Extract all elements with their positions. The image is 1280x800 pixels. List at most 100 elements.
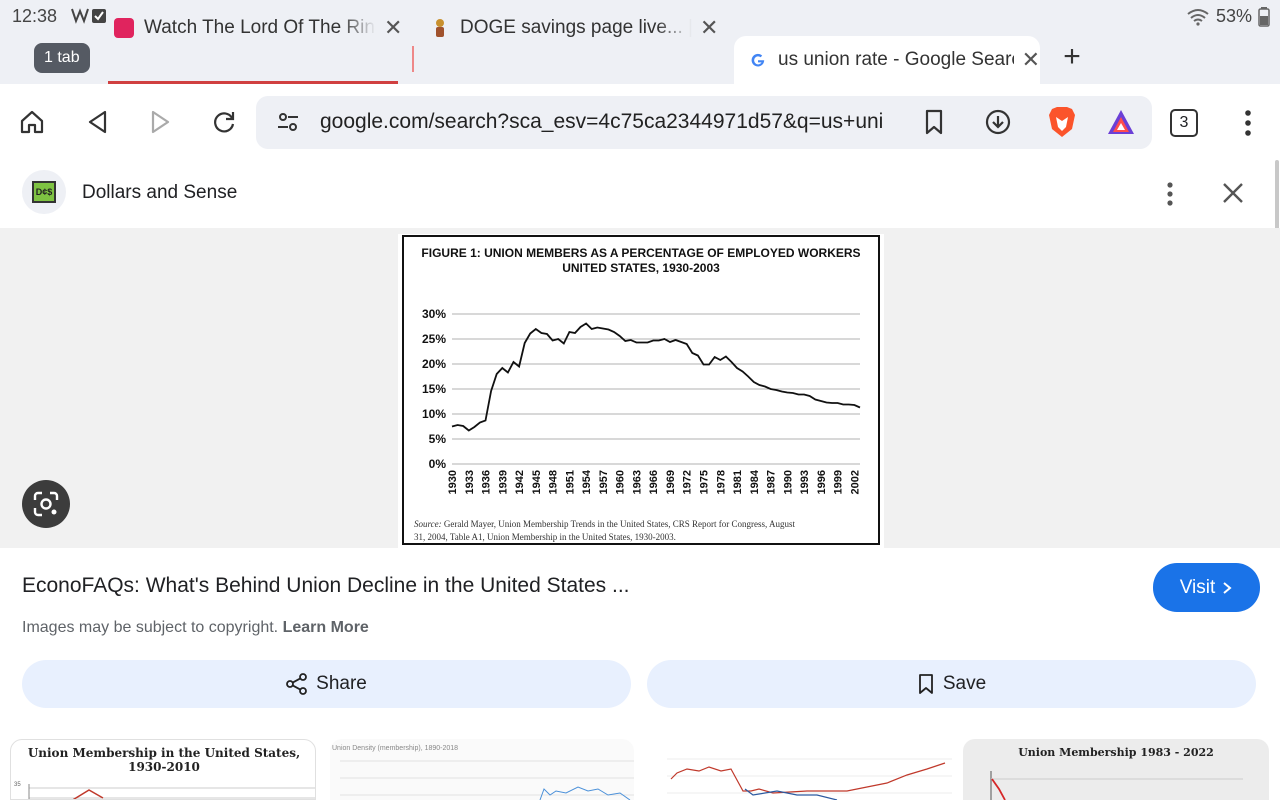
reload-icon[interactable]: [208, 106, 240, 138]
source-name[interactable]: Dollars and Sense: [82, 182, 238, 203]
x-tick-label: 1948: [548, 470, 560, 494]
y-tick-label: 5%: [429, 432, 447, 446]
source-logo-mark: D¢$: [32, 181, 56, 203]
y-tick-label: 25%: [422, 332, 446, 346]
lens-icon: [33, 491, 59, 517]
copyright-notice: Images may be subject to copyright. Lear…: [22, 619, 369, 637]
x-tick-label: 1939: [497, 470, 509, 494]
status-right: 53%: [1186, 6, 1270, 27]
figure-frame: [402, 235, 880, 545]
y-tick-label: 15%: [422, 382, 446, 396]
address-bar[interactable]: google.com/search?sca_esv=4c75ca2344971d…: [256, 96, 1152, 149]
related-image-3[interactable]: [647, 739, 952, 800]
x-tick-label: 1963: [631, 470, 643, 494]
tab-switcher-button[interactable]: 3: [1170, 109, 1198, 137]
download-icon[interactable]: [984, 108, 1012, 141]
close-tab-icon[interactable]: ✕: [700, 15, 719, 40]
figure-title-line2: UNITED STATES, 1930-2003: [562, 261, 720, 275]
figure-source-line1: Source: Gerald Mayer, Union Membership T…: [414, 519, 796, 529]
related-image-title: Union Membership in the United States, 1…: [11, 746, 315, 774]
figure-source-text: Gerald Mayer, Union Membership Trends in…: [442, 519, 796, 529]
visit-button[interactable]: Visit: [1153, 563, 1260, 612]
share-button[interactable]: Share: [22, 660, 631, 708]
x-tick-label: 1930: [447, 470, 459, 494]
tab-group-count-button[interactable]: 1 tab: [34, 43, 90, 73]
x-tick-label: 1996: [816, 470, 828, 494]
save-label: Save: [942, 673, 987, 694]
x-tick-label: 1951: [564, 470, 576, 494]
chevron-right-icon: [1223, 581, 1232, 594]
y-tick-label: 10%: [422, 407, 446, 421]
related-chart-thumbnail: [667, 758, 952, 800]
new-tab-button[interactable]: +: [1063, 40, 1081, 73]
chart-grid: [452, 313, 860, 465]
related-image-title: Union Membership 1983 - 2022: [1018, 746, 1214, 759]
related-image-1[interactable]: Union Membership in the United States, 1…: [10, 739, 316, 800]
x-tick-label: 1999: [833, 470, 845, 494]
x-tick-label: 1990: [782, 470, 794, 494]
tab-google-search-active[interactable]: us union rate - Google Search ✕: [734, 36, 1040, 84]
more-options-icon[interactable]: [1160, 180, 1180, 215]
image-preview-area: FIGURE 1: UNION MEMBERS AS A PERCENTAGE …: [0, 228, 1280, 548]
tab-doge[interactable]: DOGE savings page live... | Cu ✕: [430, 6, 720, 50]
notification-icons: [70, 5, 110, 32]
home-icon[interactable]: [16, 106, 48, 138]
tab-separator: [412, 46, 414, 72]
x-tick-label: 1969: [665, 470, 677, 494]
browser-toolbar: google.com/search?sca_esv=4c75ca2344971d…: [0, 84, 1280, 162]
copyright-text: Images may be subject to copyright.: [22, 619, 279, 636]
back-icon[interactable]: [82, 106, 114, 138]
save-button[interactable]: Save: [647, 660, 1256, 708]
related-title-line1: Union Membership in the United States,: [27, 746, 301, 760]
close-tab-icon[interactable]: ✕: [1021, 47, 1040, 72]
related-chart-thumbnail: 35: [14, 782, 315, 799]
figure-image[interactable]: FIGURE 1: UNION MEMBERS AS A PERCENTAGE …: [398, 234, 884, 548]
x-axis-ticks: 1930 1933 1936 1939 1942 1945 1948 1951 1954 1957…: [447, 469, 861, 494]
x-tick-label: 1945: [531, 470, 543, 494]
site-settings-icon[interactable]: [276, 110, 300, 139]
share-icon: [286, 673, 308, 695]
source-logo[interactable]: D¢$: [22, 170, 66, 214]
x-tick-label: 1975: [699, 470, 711, 494]
url-text[interactable]: google.com/search?sca_esv=4c75ca2344971d…: [320, 110, 884, 133]
close-tab-icon[interactable]: ✕: [384, 15, 403, 40]
battery-icon: [1258, 6, 1270, 27]
chart-series-line: [451, 322, 861, 432]
bookmark-icon[interactable]: [922, 109, 946, 140]
forward-icon[interactable]: [144, 106, 176, 138]
tab-title: Watch The Lord Of The Rings: [144, 17, 376, 38]
y-tick-label: 20%: [422, 357, 446, 371]
brave-shields-icon[interactable]: [1046, 105, 1078, 144]
x-tick-label: 1993: [799, 470, 811, 494]
tab-lotr[interactable]: Watch The Lord Of The Rings ✕: [114, 6, 404, 50]
learn-more-link[interactable]: Learn More: [282, 619, 369, 636]
x-tick-label: 1984: [749, 469, 761, 494]
related-image-4[interactable]: Union Membership 1983 - 2022: [963, 739, 1269, 800]
y-tick-label: 30%: [422, 307, 446, 321]
figure-title-line1: FIGURE 1: UNION MEMBERS AS A PERCENTAGE …: [421, 246, 860, 260]
x-tick-label: 1972: [682, 470, 694, 494]
x-tick-label: 1987: [766, 470, 778, 494]
more-menu-icon[interactable]: [1238, 108, 1258, 143]
x-tick-label: 1936: [481, 470, 493, 494]
figure-source-label: Source:: [414, 519, 442, 529]
related-image-2[interactable]: Union Density (membership), 1890-2018: [330, 739, 634, 800]
notification-app-icon: [71, 8, 106, 24]
rewards-triangle-icon[interactable]: [1106, 108, 1136, 141]
favicon-icon: [430, 18, 450, 38]
y-tick-label: 0%: [429, 457, 447, 471]
result-title[interactable]: EconoFAQs: What's Behind Union Decline i…: [22, 574, 630, 597]
bookmark-icon: [918, 674, 933, 694]
x-tick-label: 1933: [464, 470, 476, 494]
clock: 12:38: [12, 6, 58, 26]
x-tick-label: 1978: [715, 470, 727, 494]
wifi-icon: [1187, 8, 1209, 26]
status-bar: 12:38 53%: [0, 0, 1280, 34]
x-tick-label: 1942: [514, 470, 526, 494]
x-tick-label: 1957: [598, 470, 610, 494]
close-icon[interactable]: [1220, 180, 1246, 211]
google-lens-button[interactable]: [22, 480, 70, 528]
visit-label: Visit: [1179, 576, 1216, 598]
x-tick-label: 2002: [849, 470, 861, 494]
y-axis-ticks: 0% 5% 10% 15% 20% 25% 30%: [422, 307, 446, 471]
